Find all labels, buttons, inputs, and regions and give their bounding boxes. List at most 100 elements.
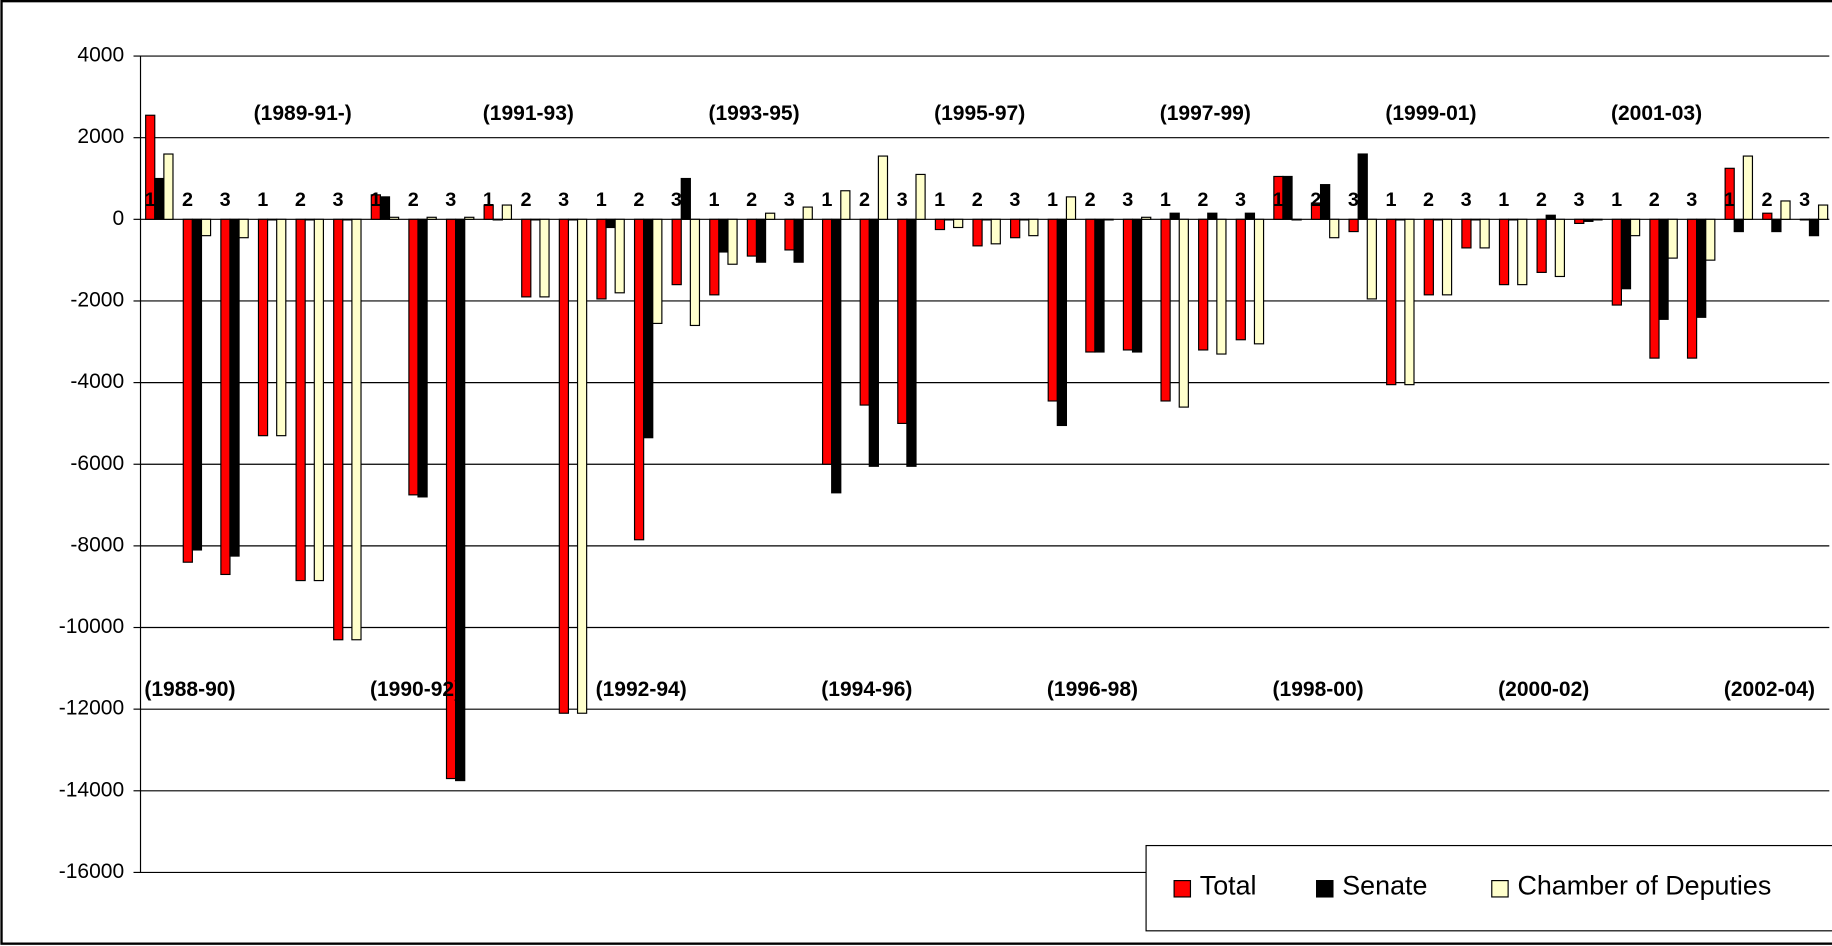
- x-tick-label: 3: [1686, 189, 1697, 211]
- bar: [1536, 218, 1547, 273]
- x-tick-label: 3: [1573, 189, 1584, 211]
- x-tick-label: 2: [1085, 189, 1096, 211]
- bar: [718, 218, 729, 253]
- bar: [1198, 218, 1209, 351]
- bar: [257, 218, 269, 437]
- x-tick-label: 1: [821, 189, 832, 211]
- bar: [1169, 212, 1180, 220]
- bar: [464, 216, 475, 220]
- bar: [388, 216, 400, 220]
- bar: [906, 218, 917, 467]
- bar: [802, 206, 813, 220]
- bar: [1686, 218, 1698, 359]
- bar: [163, 153, 174, 220]
- bar: [1160, 218, 1171, 402]
- bar: [200, 218, 212, 237]
- bar: [1808, 218, 1820, 237]
- bar: [351, 218, 362, 641]
- bar: [1103, 218, 1114, 221]
- bar: [408, 218, 419, 496]
- bar: [333, 218, 344, 641]
- x-tick-label: 1: [257, 189, 268, 211]
- bar: [1131, 218, 1143, 353]
- x-tick-label: 1: [1724, 189, 1735, 211]
- bar: [1696, 218, 1707, 318]
- bar: [492, 218, 503, 221]
- bar: [689, 218, 701, 327]
- bar: [1366, 218, 1377, 300]
- x-tick-label: 3: [1799, 189, 1810, 211]
- bar: [897, 218, 908, 425]
- bar: [1357, 153, 1368, 220]
- group-label: (1995-97): [934, 102, 1025, 125]
- x-tick-label: 1: [709, 189, 720, 211]
- x-tick-label: 1: [1611, 189, 1622, 211]
- group-label: (1996-98): [1047, 678, 1138, 701]
- group-label: (2002-04): [1724, 678, 1815, 701]
- x-tick-label: 3: [1348, 189, 1359, 211]
- bar: [1554, 218, 1566, 278]
- x-tick-label: 1: [483, 189, 494, 211]
- bar: [972, 218, 983, 247]
- group-label: (1991-93): [483, 102, 574, 125]
- bar: [877, 155, 889, 220]
- x-tick-label: 2: [1649, 189, 1660, 211]
- y-tick-label: -2000: [70, 289, 124, 312]
- x-tick-label: 2: [859, 189, 870, 211]
- group-label: (1993-95): [708, 102, 799, 125]
- bar: [1545, 214, 1556, 220]
- bar: [1282, 175, 1293, 220]
- x-tick-label: 1: [596, 189, 607, 211]
- y-tick-label: -6000: [70, 452, 124, 475]
- x-tick-label: 2: [521, 189, 532, 211]
- bar: [934, 218, 946, 231]
- bar: [943, 218, 955, 221]
- x-tick-label: 3: [1235, 189, 1246, 211]
- x-tick-label: 2: [972, 189, 983, 211]
- x-tick-label: 3: [220, 189, 231, 211]
- x-tick-label: 1: [1385, 189, 1396, 211]
- bar: [1733, 218, 1744, 233]
- x-tick-label: 2: [1536, 189, 1547, 211]
- bar: [1592, 218, 1603, 221]
- bar: [1780, 200, 1791, 220]
- bar: [596, 218, 607, 300]
- bar: [990, 218, 1001, 245]
- bar: [652, 218, 663, 325]
- y-tick-label: -14000: [59, 778, 124, 801]
- group-label: (2001-03): [1611, 102, 1702, 125]
- y-tick-label: -16000: [59, 860, 124, 883]
- bar: [709, 218, 720, 296]
- bar: [1056, 218, 1068, 427]
- bar: [539, 218, 550, 298]
- bar: [501, 204, 513, 220]
- bar: [1611, 218, 1622, 306]
- x-tick-label: 3: [1122, 189, 1133, 211]
- bar: [1479, 218, 1490, 249]
- legend-swatch: [1491, 880, 1509, 898]
- bar: [1574, 218, 1585, 224]
- bar: [1423, 218, 1434, 296]
- bar: [915, 173, 926, 220]
- bar: [1620, 218, 1632, 290]
- bar: [1742, 155, 1754, 220]
- bar: [755, 218, 767, 263]
- bar: [1235, 218, 1246, 341]
- bar: [1329, 218, 1340, 239]
- bar: [229, 218, 240, 557]
- x-tick-label: 2: [1762, 189, 1773, 211]
- bar: [671, 218, 682, 286]
- x-tick-label: 2: [746, 189, 757, 211]
- y-tick-label: 0: [112, 207, 124, 230]
- x-tick-label: 2: [182, 189, 193, 211]
- bar: [1216, 218, 1227, 355]
- group-label: (1989-91-): [254, 102, 352, 125]
- bar: [859, 218, 870, 406]
- bar: [191, 218, 203, 551]
- bar: [313, 218, 324, 582]
- bar: [1441, 218, 1453, 296]
- y-tick-label: 2000: [77, 125, 124, 148]
- bar: [1094, 218, 1105, 353]
